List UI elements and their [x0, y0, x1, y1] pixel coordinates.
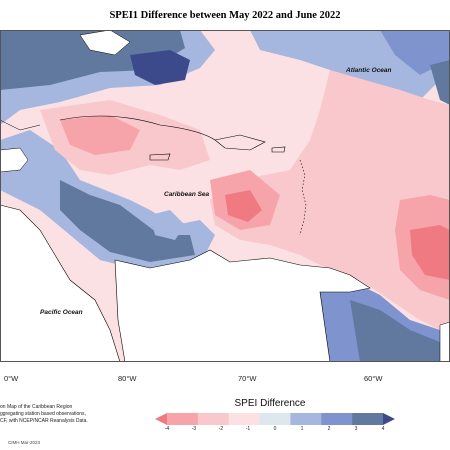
very-wet-northeast	[380, 30, 450, 75]
extreme-wet-bahamas	[130, 50, 190, 85]
credit-line-1: on Map of the Caribbean Region	[0, 404, 73, 410]
legend-colorbar	[155, 413, 395, 425]
label-pacific-ocean: Pacific Ocean	[40, 309, 83, 316]
land-central-america	[0, 204, 121, 362]
grey-east-edge	[430, 60, 450, 105]
legend-tick-label: -1	[245, 426, 251, 432]
legend-tick-label: 2	[327, 426, 331, 432]
strong-dry-east	[410, 225, 450, 280]
label-atlantic-ocean: Atlantic Ocean	[345, 67, 392, 74]
label-caribbean-sea: Caribbean Sea	[164, 191, 210, 198]
land-south-america	[114, 249, 371, 362]
land-east-edge	[439, 321, 450, 362]
legend-arrow-left	[155, 413, 167, 425]
wet-spot-caribbean	[150, 210, 185, 240]
coast-cuba	[59, 115, 216, 141]
spei-map: Atlantic Ocean Caribbean Sea Pacific Oce…	[0, 30, 450, 362]
lon-label-80w: 80°W	[118, 374, 137, 383]
legend-swatch	[228, 413, 260, 425]
land-west-edge	[0, 147, 29, 173]
strong-dry-central	[225, 190, 262, 222]
map-frame: Atlantic Ocean Caribbean Sea Pacific Oce…	[0, 30, 450, 362]
credit-line-2: ggregating station based observations,	[0, 411, 86, 417]
coast-jamaica	[149, 153, 171, 161]
grey-central-america	[60, 180, 195, 262]
legend-tick-label: 1	[300, 426, 304, 432]
grey-northwest	[0, 30, 185, 90]
legend-tick-label: -2	[218, 426, 224, 432]
legend-tick-label: 0	[273, 426, 277, 432]
legend-title: SPEI Difference	[234, 398, 306, 409]
map-title: SPEI1 Difference between May 2022 and Ju…	[109, 10, 341, 21]
dry-atlantic	[210, 70, 450, 335]
legend-swatch	[321, 413, 353, 425]
legend-swatch	[290, 413, 322, 425]
legend-swatch	[259, 413, 291, 425]
legend-tick-label: 3	[354, 426, 358, 432]
legend-swatch	[352, 413, 384, 425]
coast-puerto-rico	[271, 146, 286, 153]
legend-arrow-right	[383, 413, 395, 425]
footer-credit: CIMH Mar-2023	[8, 440, 41, 445]
coast-yucatan	[0, 119, 41, 131]
legend-swatch	[167, 413, 199, 425]
legend-tick-label: 4	[381, 426, 385, 432]
grey-guianas	[350, 300, 450, 362]
legend-tick-label: -3	[191, 426, 197, 432]
dry-northwest-core	[60, 115, 140, 155]
lon-label-west: 0°W	[4, 374, 19, 383]
coast-lesser-antilles	[299, 159, 307, 236]
credit-line-3: CF, with NCEP/NCAR Reanalysis Data.	[0, 418, 88, 424]
coast-hispaniola	[214, 134, 266, 151]
legend-tick-label: -4	[164, 426, 170, 432]
legend-swatch	[197, 413, 230, 425]
lon-label-70w: 70°W	[238, 374, 257, 383]
lon-label-60w: 60°W	[364, 374, 383, 383]
